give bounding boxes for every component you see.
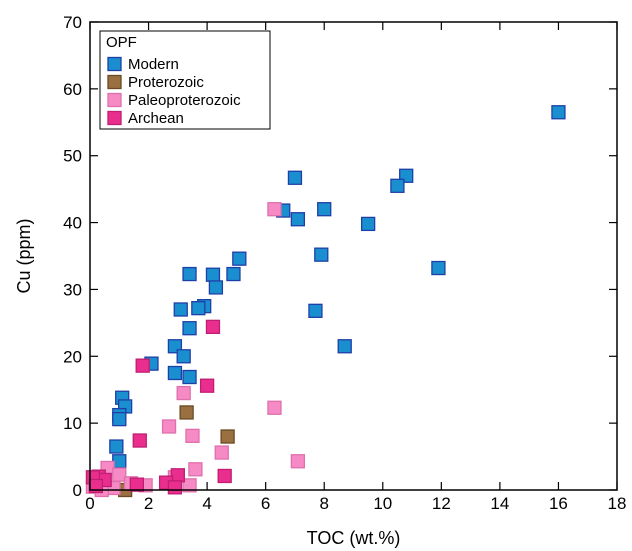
x-tick-label: 16	[549, 494, 568, 513]
y-axis-label: Cu (ppm)	[14, 218, 34, 293]
point-proterozoic	[179, 405, 194, 420]
y-tick-label: 20	[63, 347, 82, 366]
y-tick-label: 60	[63, 80, 82, 99]
point-archean	[217, 468, 232, 484]
point-modern	[205, 267, 221, 282]
x-tick-label: 8	[319, 494, 328, 513]
legend-swatch-modern	[107, 56, 122, 72]
y-tick-label: 30	[63, 280, 82, 299]
x-tick-label: 6	[261, 494, 270, 513]
ticks-layer: 0 2 4 6 8 10 12 14 16 18 0 10 20 30 40 50 60 70	[63, 13, 626, 513]
x-tick-label: 10	[373, 494, 392, 513]
y-tick-label: 50	[63, 147, 82, 166]
point-modern	[208, 280, 224, 295]
point-modern	[167, 365, 183, 381]
legend-label-proterozoic: Proterozoic	[128, 74, 204, 91]
legend-box	[99, 30, 271, 130]
point-modern	[112, 411, 127, 427]
point-archean	[129, 477, 144, 492]
point-proterozoic	[220, 429, 235, 444]
point-modern	[287, 170, 303, 185]
point-paleoproterozoic	[112, 467, 127, 482]
point-paleoproterozoic	[267, 400, 282, 415]
point-modern	[182, 266, 197, 282]
point-archean	[170, 468, 185, 483]
y-tick-label: 0	[73, 481, 82, 500]
point-modern	[390, 178, 405, 193]
point-modern	[337, 339, 352, 354]
point-modern	[317, 202, 332, 217]
x-tick-label: 12	[432, 494, 451, 513]
legend-label-archean: Archean	[128, 110, 184, 127]
point-archean	[132, 433, 147, 448]
legend-label-paleoproterozoic: Paleoproterozoic	[128, 92, 241, 109]
x-tick-label: 4	[202, 494, 211, 513]
point-modern	[173, 302, 188, 317]
x-tick-label: 2	[144, 494, 153, 513]
legend: OPF ModernProterozoicPaleoproterozoicArc…	[99, 30, 271, 130]
point-modern	[182, 369, 197, 385]
point-paleoproterozoic	[182, 478, 197, 493]
point-modern	[232, 251, 247, 266]
point-modern	[290, 212, 306, 227]
point-modern	[176, 349, 191, 364]
point-modern	[308, 303, 323, 318]
point-archean	[167, 480, 183, 495]
point-paleoproterozoic	[290, 454, 306, 469]
legend-label-modern: Modern	[128, 56, 179, 73]
point-modern	[314, 247, 329, 262]
point-modern	[112, 454, 127, 469]
y-tick-label: 70	[63, 13, 82, 32]
x-axis-label: TOC (wt.%)	[307, 528, 401, 548]
point-modern	[109, 439, 124, 454]
point-modern	[226, 266, 241, 282]
point-paleoproterozoic	[214, 445, 229, 460]
point-archean	[135, 358, 150, 373]
y-tick-label: 40	[63, 214, 82, 233]
plot-frame	[89, 21, 618, 491]
legend-title: OPF	[106, 34, 137, 51]
point-modern	[431, 260, 446, 276]
point-paleoproterozoic	[185, 428, 200, 443]
x-tick-label: 18	[608, 494, 627, 513]
legend-swatch-paleoproterozoic	[107, 92, 122, 108]
x-tick-label: 14	[490, 494, 509, 513]
point-modern	[551, 105, 566, 120]
point-modern	[182, 321, 197, 336]
point-paleoproterozoic	[188, 462, 203, 477]
x-tick-label: 0	[85, 494, 94, 513]
point-paleoproterozoic	[161, 419, 177, 434]
point-modern	[191, 300, 206, 316]
y-tick-label: 10	[63, 414, 82, 433]
point-archean	[199, 378, 215, 393]
point-paleoproterozoic	[267, 202, 282, 217]
legend-swatch-archean	[107, 110, 122, 126]
point-archean	[205, 319, 221, 335]
point-modern	[360, 216, 376, 232]
legend-swatch-proterozoic	[107, 74, 122, 90]
point-paleoproterozoic	[176, 385, 191, 401]
points-layer	[85, 105, 566, 498]
